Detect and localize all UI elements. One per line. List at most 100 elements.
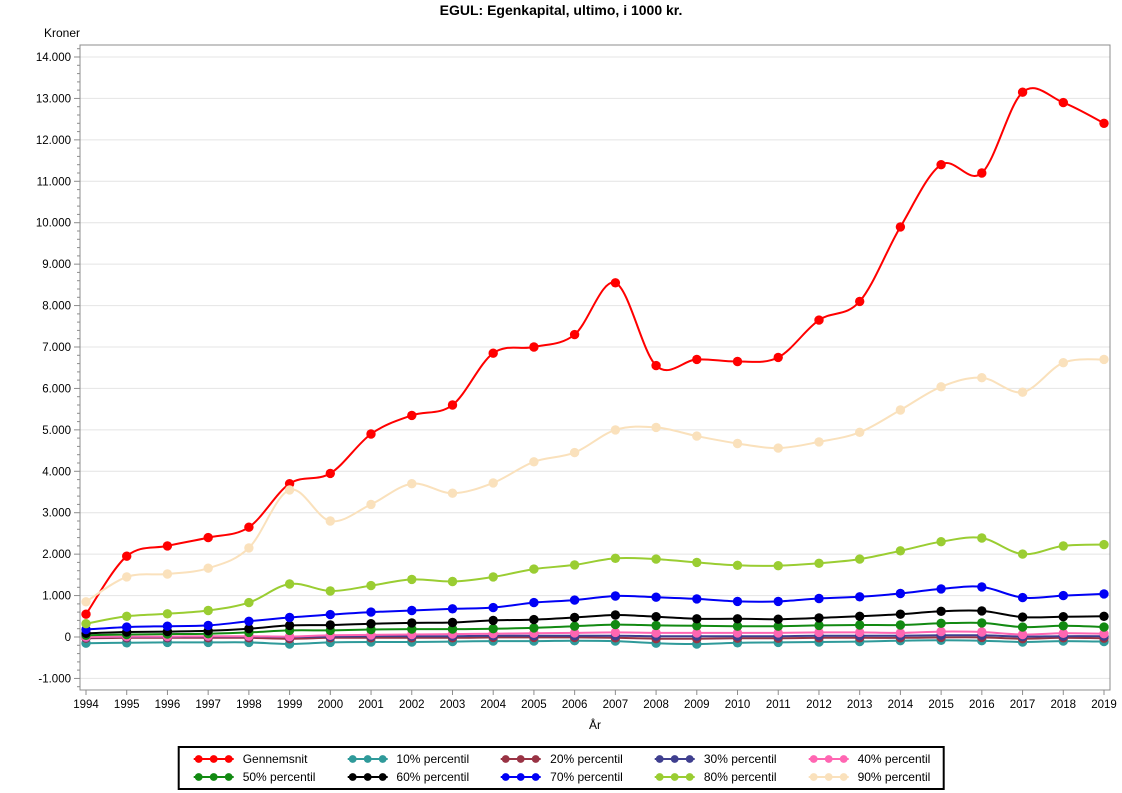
point-80-percentil-2012: [814, 558, 824, 568]
legend-item-70-percentil: 70% percentil: [499, 768, 623, 786]
point-80-percentil-1996: [162, 609, 173, 619]
point-70-percentil-2006: [569, 595, 580, 605]
point-70-percentil-2015: [936, 584, 946, 594]
legend-marker-80-percentil: [654, 773, 695, 781]
legend-item-gennemsnit: Gennemsnit: [192, 750, 316, 768]
point-60-percentil-2001: [366, 619, 376, 629]
point-gennemsnit-2000: [325, 468, 335, 479]
y-tick-label-3.000: 3.000: [42, 508, 71, 520]
legend-label-90-percentil: 90% percentil: [857, 770, 931, 784]
point-90-percentil-1994: [81, 597, 91, 607]
point-90-percentil-2006: [569, 447, 580, 458]
y-tick-label-1.000: 1.000: [42, 591, 71, 603]
point-70-percentil-1995: [122, 622, 132, 632]
legend-item-40-percentil: 40% percentil: [807, 750, 931, 768]
point-70-percentil-2012: [814, 593, 824, 604]
legend-marker-40-percentil: [808, 755, 849, 763]
point-70-percentil-1997: [203, 620, 213, 631]
point-gennemsnit-1996: [162, 541, 173, 551]
point-40-percentil-2011: [773, 628, 783, 638]
point-gennemsnit-2018: [1058, 97, 1069, 108]
point-90-percentil-2015: [936, 382, 946, 392]
x-tick-label-1997: 1997: [195, 699, 221, 711]
point-70-percentil-1999: [284, 612, 295, 623]
x-tick-label-2002: 2002: [399, 699, 425, 711]
y-tick-label-7.000: 7.000: [42, 342, 71, 354]
point-50-percentil-2008: [651, 620, 661, 631]
point-60-percentil-2015: [936, 606, 946, 616]
x-tick-label-2000: 2000: [318, 699, 344, 711]
legend-marker-gennemsnit: [193, 755, 234, 763]
legend-item-60-percentil: 60% percentil: [345, 768, 469, 786]
point-60-percentil-2012: [814, 613, 824, 623]
point-80-percentil-2008: [651, 554, 661, 564]
point-40-percentil-2008: [651, 628, 661, 638]
point-40-percentil-2012: [814, 627, 824, 638]
y-tick-label-6.000: 6.000: [42, 383, 71, 395]
legend: Gennemsnit 10% percentil 20% percentil 30% …: [177, 746, 945, 790]
legend-marker-20-percentil: [501, 755, 542, 763]
point-80-percentil-2018: [1058, 541, 1069, 551]
point-60-percentil-2004: [488, 615, 498, 626]
point-90-percentil-1995: [122, 572, 132, 582]
point-40-percentil-2009: [692, 628, 702, 638]
point-50-percentil-2012: [814, 620, 824, 631]
point-50-percentil-2015: [936, 618, 946, 628]
point-50-percentil-2007: [610, 619, 621, 630]
legend-grid: Gennemsnit 10% percentil 20% percentil 30% …: [192, 750, 931, 786]
legend-marker-70-percentil: [501, 773, 542, 781]
legend-item-50-percentil: 50% percentil: [192, 768, 315, 786]
gridlines: [80, 56, 1110, 679]
point-80-percentil-1995: [122, 611, 132, 621]
point-90-percentil-2010: [732, 438, 743, 449]
point-50-percentil-2018: [1058, 621, 1069, 631]
legend-item-80-percentil: 80% percentil: [653, 768, 777, 786]
y-tick-label-4.000: 4.000: [42, 466, 71, 478]
point-50-percentil-2010: [732, 621, 743, 631]
y-tick-label-12.000: 12.000: [36, 135, 71, 147]
point-90-percentil-2000: [325, 516, 335, 526]
y-tick-label-13.000: 13.000: [36, 93, 71, 105]
legend-item-90-percentil: 90% percentil: [807, 768, 931, 786]
x-tick-label-2019: 2019: [1091, 699, 1117, 711]
point-70-percentil-2000: [325, 609, 335, 620]
point-60-percentil-2005: [529, 614, 539, 625]
point-60-percentil-2017: [1017, 612, 1028, 622]
point-60-percentil-2014: [895, 609, 906, 619]
y-tick-label-0: 0: [65, 632, 71, 644]
x-tick-label-2006: 2006: [562, 699, 588, 711]
point-80-percentil-2003: [447, 576, 458, 587]
point-60-percentil-2008: [651, 612, 661, 622]
point-50-percentil-2005: [529, 623, 539, 633]
point-90-percentil-2002: [407, 479, 417, 489]
point-gennemsnit-2014: [895, 222, 906, 232]
x-tick-label-2015: 2015: [928, 699, 954, 711]
point-80-percentil-2013: [855, 554, 865, 564]
point-90-percentil-2003: [447, 488, 458, 498]
axes: -1.000 0 1.000 2.000 3.000 4.000 5.000 6.000 7.0…: [36, 48, 1117, 711]
x-tick-label-2004: 2004: [480, 699, 506, 711]
legend-label-60-percentil: 60% percentil: [396, 770, 470, 784]
point-50-percentil-2019: [1099, 622, 1109, 632]
series-layer: [81, 87, 1109, 649]
legend-item-10-percentil: 10% percentil: [345, 750, 469, 768]
point-80-percentil-2007: [610, 553, 621, 563]
point-80-percentil-2001: [366, 580, 376, 591]
point-50-percentil-2014: [895, 620, 906, 630]
point-60-percentil-2013: [855, 611, 865, 621]
y-tick-label-8.000: 8.000: [42, 301, 71, 313]
x-tick-label-1998: 1998: [236, 699, 262, 711]
point-gennemsnit-2017: [1017, 87, 1028, 97]
point-90-percentil-1998: [244, 543, 254, 553]
legend-item-20-percentil: 20% percentil: [499, 750, 623, 768]
point-50-percentil-2003: [447, 624, 458, 634]
point-80-percentil-2000: [325, 586, 335, 596]
point-70-percentil-2017: [1017, 592, 1028, 603]
legend-label-40-percentil: 40% percentil: [857, 752, 931, 766]
point-60-percentil-2011: [773, 614, 783, 624]
point-gennemsnit-2008: [651, 360, 661, 371]
point-80-percentil-1998: [244, 597, 254, 608]
point-80-percentil-2005: [529, 564, 539, 574]
point-70-percentil-2009: [692, 594, 702, 604]
